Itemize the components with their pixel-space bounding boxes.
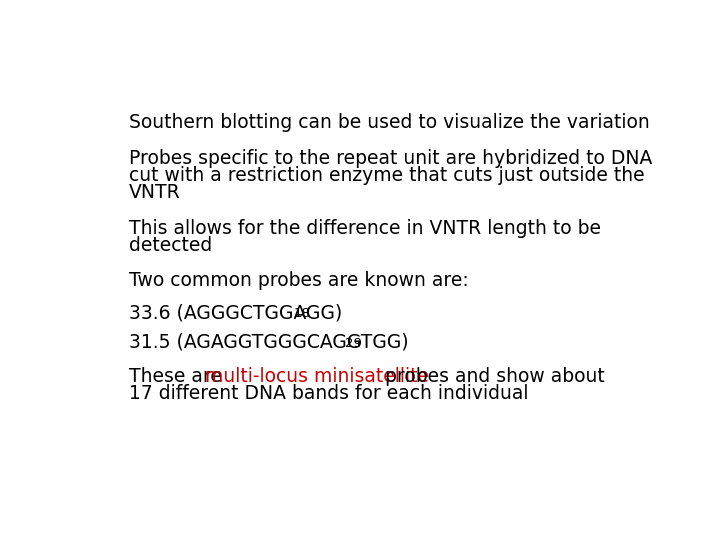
Text: Probes specific to the repeat unit are hybridized to DNA: Probes specific to the repeat unit are h…	[129, 150, 652, 168]
Text: VNTR: VNTR	[129, 184, 181, 202]
Text: Southern blotting can be used to visualize the variation: Southern blotting can be used to visuali…	[129, 112, 649, 132]
Text: 29: 29	[346, 336, 362, 349]
Text: probes and show about: probes and show about	[379, 367, 605, 386]
Text: detected: detected	[129, 236, 212, 255]
Text: These are: These are	[129, 367, 228, 386]
Text: 17 different DNA bands for each individual: 17 different DNA bands for each individu…	[129, 383, 528, 403]
Text: 18: 18	[294, 307, 311, 320]
Text: cut with a restriction enzyme that cuts just outside the: cut with a restriction enzyme that cuts …	[129, 166, 644, 185]
Text: Two common probes are known are:: Two common probes are known are:	[129, 271, 469, 290]
Text: 31.5 (AGAGGTGGGCAGGTGG): 31.5 (AGAGGTGGGCAGGTGG)	[129, 333, 408, 352]
Text: 33.6 (AGGGCTGGAGG): 33.6 (AGGGCTGGAGG)	[129, 303, 342, 322]
Text: This allows for the difference in VNTR length to be: This allows for the difference in VNTR l…	[129, 219, 600, 238]
Text: multi-locus minisatellite: multi-locus minisatellite	[205, 367, 429, 386]
